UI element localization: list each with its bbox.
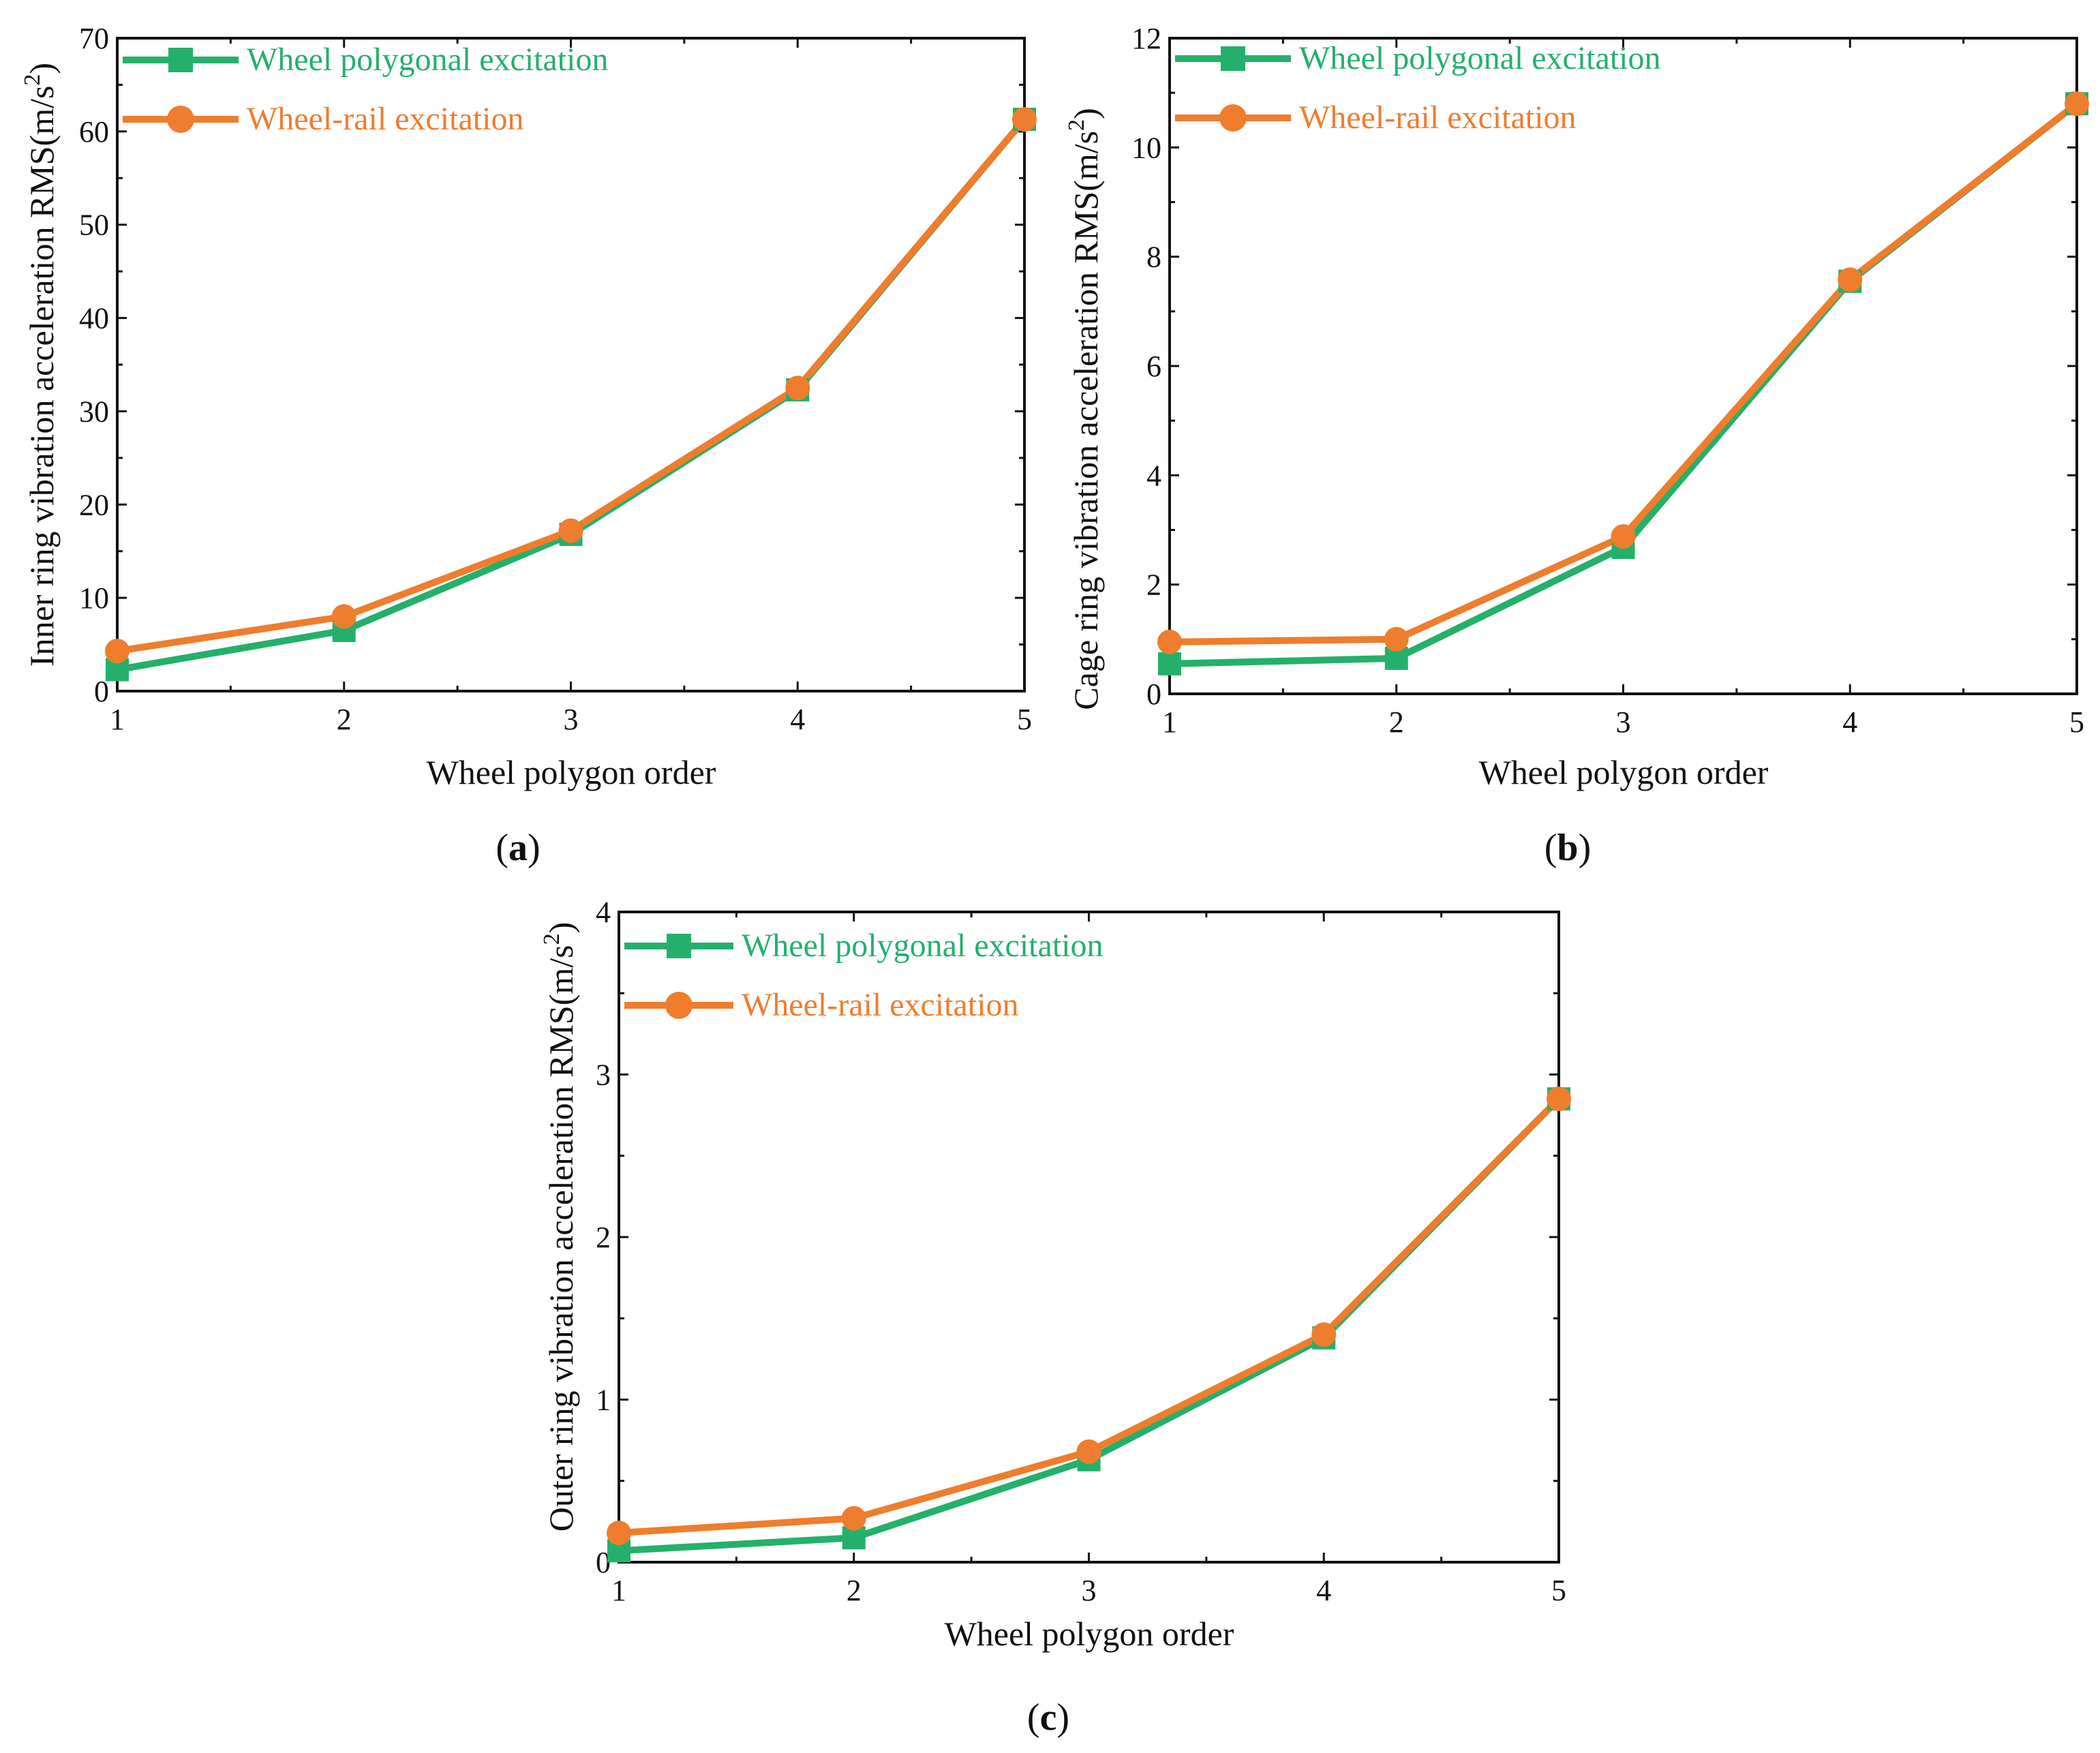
legend-marker-square <box>1221 46 1245 71</box>
x-axis-label-b: Wheel polygon order <box>1479 753 1769 791</box>
y-tick-label: 60 <box>79 115 109 149</box>
series-line-wheel-polygonal-excitation <box>618 1096 1562 1555</box>
y-tick-label: 8 <box>1146 241 1161 274</box>
legend-label-wheel-rail-excitation: Wheel-rail excitation <box>1299 100 1576 136</box>
plot-frame-b <box>1168 37 2078 695</box>
legend-marker-circle <box>665 992 693 1019</box>
y-tick-label: 0 <box>94 675 109 708</box>
series-line-wheel-rail-excitation <box>117 117 1027 655</box>
data-point-circle <box>1076 1439 1101 1464</box>
panel-label-b: (b) <box>1544 827 1591 869</box>
panel-label-a: (a) <box>496 827 540 869</box>
legend-marker-circle <box>167 106 194 133</box>
x-tick-label: 4 <box>1842 705 1857 739</box>
series-line-wheel-rail-excitation <box>1169 101 2080 645</box>
y-tick-label: 1 <box>596 1384 611 1417</box>
y-tick-label: 3 <box>596 1058 611 1092</box>
series-line-wheel-polygonal-excitation <box>117 117 1027 673</box>
x-axis-label-c: Wheel polygon order <box>945 1615 1234 1653</box>
legend-label-wheel-rail-excitation: Wheel-rail excitation <box>742 987 1018 1023</box>
data-point-circle <box>331 604 356 629</box>
x-tick-label: 3 <box>1616 705 1631 739</box>
y-tick-label: 30 <box>79 395 109 428</box>
legend-b: Wheel polygonal excitation Wheel-rail ex… <box>1175 40 1660 136</box>
x-tick-label: 4 <box>790 703 805 736</box>
legend-label-wheel-polygonal-excitation: Wheel polygonal excitation <box>742 928 1103 964</box>
x-tick-label: 1 <box>611 1574 626 1607</box>
legend-marker-square <box>667 934 691 958</box>
x-tick-label: 1 <box>110 703 125 736</box>
y-tick-label: 0 <box>596 1546 611 1579</box>
legend-label-wheel-polygonal-excitation: Wheel polygonal excitation <box>1299 40 1660 76</box>
data-point-circle <box>1311 1322 1337 1347</box>
series-line-wheel-polygonal-excitation <box>1169 101 2080 667</box>
legend-marker-circle <box>1219 104 1247 132</box>
y-tick-label: 0 <box>1146 677 1161 711</box>
data-point-circle <box>1157 629 1182 654</box>
data-point-circle <box>105 639 130 664</box>
y-axis-label-b: Cage ring vibration acceleration RMS(m/s… <box>1064 108 1105 710</box>
x-tick-label: 3 <box>564 703 579 736</box>
y-axis-label-c: Outer ring vibration acceleration RMS(m/… <box>539 922 580 1532</box>
y-tick-label: 40 <box>79 302 109 335</box>
y-tick-label: 50 <box>79 209 109 242</box>
y-tick-label: 2 <box>596 1221 611 1254</box>
x-tick-label: 5 <box>1017 703 1032 736</box>
x-tick-label: 2 <box>847 1574 862 1607</box>
data-point-circle <box>558 518 583 543</box>
data-point-square <box>1158 652 1181 675</box>
y-tick-label: 20 <box>79 488 109 521</box>
y-tick-label: 10 <box>1131 131 1161 164</box>
data-point-circle <box>607 1521 631 1546</box>
x-tick-label: 5 <box>2069 705 2084 739</box>
x-tick-label: 5 <box>1551 1574 1566 1607</box>
y-tick-label: 12 <box>1131 22 1161 55</box>
legend-label-wheel-rail-excitation: Wheel-rail excitation <box>247 101 523 137</box>
legend-c: Wheel polygonal excitation Wheel-rail ex… <box>624 928 1103 1023</box>
x-tick-label: 3 <box>1082 1574 1097 1607</box>
y-tick-label: 2 <box>1146 568 1161 602</box>
legend-label-wheel-polygonal-excitation: Wheel polygonal excitation <box>247 42 608 78</box>
y-tick-label: 70 <box>79 22 109 55</box>
x-tick-label: 2 <box>337 703 352 736</box>
data-point-circle <box>841 1506 866 1531</box>
data-point-circle <box>2065 91 2089 117</box>
legend-a: Wheel polygonal excitation Wheel-rail ex… <box>123 42 608 137</box>
data-point-circle <box>1384 626 1409 652</box>
x-tick-label: 4 <box>1316 1574 1331 1607</box>
data-point-circle <box>785 376 810 401</box>
legend-marker-square <box>168 48 193 72</box>
y-axis-label-a: Inner ring vibration acceleration RMS(m/… <box>20 63 61 667</box>
y-tick-label: 6 <box>1146 350 1161 383</box>
panel-label-c: (c) <box>1027 1696 1069 1739</box>
data-point-circle <box>1547 1086 1571 1112</box>
y-tick-label: 4 <box>1146 459 1161 492</box>
x-axis-label-a: Wheel polygon order <box>427 753 716 791</box>
data-point-circle <box>1611 524 1636 549</box>
x-tick-label: 2 <box>1389 705 1404 739</box>
y-tick-label: 4 <box>596 896 611 929</box>
x-tick-label: 1 <box>1162 705 1177 739</box>
y-tick-label: 10 <box>79 581 109 615</box>
data-point-circle <box>1012 107 1037 132</box>
data-point-circle <box>1838 267 1863 292</box>
